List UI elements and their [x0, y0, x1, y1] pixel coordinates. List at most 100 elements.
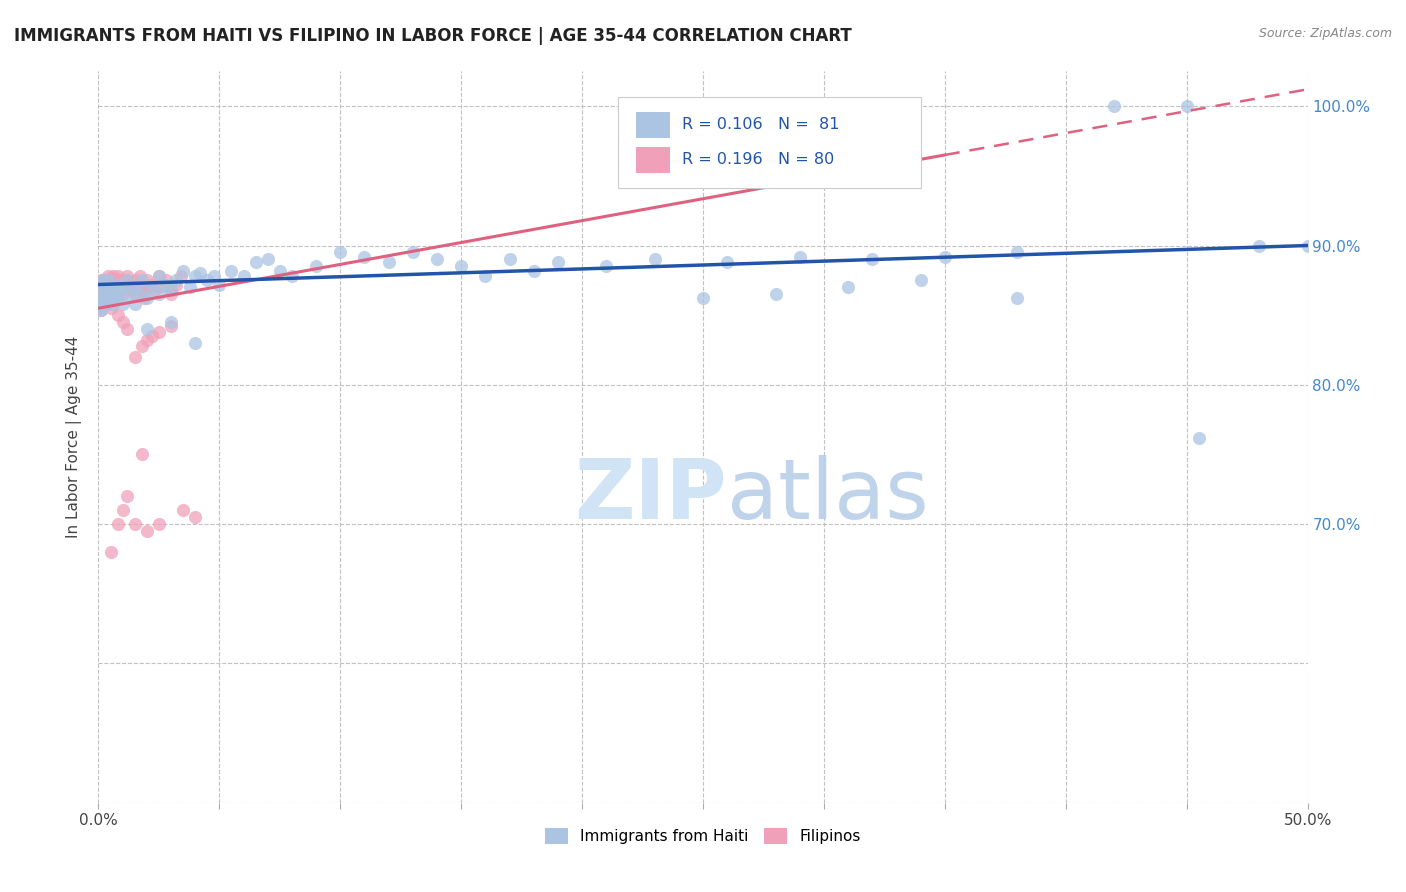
- Point: [97, 287, 120, 301]
- Point: [118, 287, 141, 301]
- Point: [716, 255, 738, 269]
- Point: [789, 250, 811, 264]
- Legend: Immigrants from Haiti, Filipinos: Immigrants from Haiti, Filipinos: [540, 822, 866, 850]
- Point: [131, 448, 153, 462]
- Point: [188, 266, 211, 280]
- Point: [101, 280, 124, 294]
- Point: [90, 283, 112, 297]
- Point: [131, 273, 153, 287]
- Point: [184, 510, 207, 524]
- Point: [134, 292, 156, 306]
- Point: [128, 287, 150, 301]
- Point: [104, 273, 127, 287]
- Point: [1007, 245, 1029, 260]
- Point: [148, 517, 170, 532]
- Point: [377, 255, 399, 269]
- Point: [100, 294, 122, 309]
- Point: [245, 255, 267, 269]
- Point: [94, 273, 117, 287]
- Point: [108, 283, 131, 297]
- Point: [128, 269, 150, 284]
- Point: [90, 292, 112, 306]
- FancyBboxPatch shape: [637, 112, 671, 138]
- Point: [135, 273, 157, 287]
- Point: [104, 292, 127, 306]
- Point: [232, 269, 254, 284]
- Point: [117, 273, 139, 287]
- Text: atlas: atlas: [727, 455, 929, 536]
- Point: [141, 329, 163, 343]
- Point: [148, 287, 170, 301]
- Point: [107, 269, 129, 284]
- Point: [104, 283, 127, 297]
- Point: [117, 322, 139, 336]
- Point: [97, 277, 120, 292]
- Point: [148, 269, 170, 284]
- FancyBboxPatch shape: [619, 97, 921, 188]
- Point: [90, 280, 112, 294]
- Point: [474, 269, 496, 284]
- Point: [91, 283, 114, 297]
- Text: R = 0.196   N = 80: R = 0.196 N = 80: [682, 153, 835, 168]
- Point: [644, 252, 666, 267]
- Point: [101, 297, 124, 311]
- Point: [1007, 292, 1029, 306]
- Point: [108, 283, 131, 297]
- Point: [1188, 431, 1211, 445]
- Point: [107, 277, 129, 292]
- Point: [1175, 99, 1198, 113]
- Point: [135, 292, 157, 306]
- Point: [148, 280, 170, 294]
- Point: [1249, 238, 1271, 252]
- Point: [94, 287, 117, 301]
- Point: [353, 250, 375, 264]
- Y-axis label: In Labor Force | Age 35-44: In Labor Force | Age 35-44: [66, 336, 83, 538]
- Point: [100, 292, 122, 306]
- Point: [94, 297, 117, 311]
- Point: [94, 297, 117, 311]
- Point: [90, 277, 112, 292]
- Point: [426, 252, 449, 267]
- Point: [143, 283, 166, 297]
- Point: [91, 292, 114, 306]
- Point: [204, 269, 226, 284]
- Point: [91, 273, 114, 287]
- Point: [160, 287, 183, 301]
- Point: [91, 283, 114, 297]
- Point: [172, 263, 194, 277]
- Point: [127, 277, 149, 292]
- Point: [114, 277, 136, 292]
- Point: [595, 260, 617, 274]
- Point: [107, 280, 129, 294]
- Point: [329, 245, 352, 260]
- Point: [100, 545, 122, 559]
- Point: [910, 273, 932, 287]
- Point: [107, 517, 129, 532]
- Point: [135, 322, 157, 336]
- Point: [221, 263, 243, 277]
- Point: [91, 280, 114, 294]
- Point: [124, 297, 146, 311]
- Text: R = 0.106   N =  81: R = 0.106 N = 81: [682, 117, 839, 132]
- Point: [94, 280, 117, 294]
- Point: [402, 245, 425, 260]
- Point: [100, 273, 122, 287]
- Point: [90, 294, 112, 309]
- Point: [523, 263, 546, 277]
- Point: [100, 283, 122, 297]
- Point: [148, 325, 170, 339]
- Point: [131, 283, 153, 297]
- Point: [131, 280, 153, 294]
- Point: [169, 269, 191, 284]
- Point: [94, 292, 117, 306]
- FancyBboxPatch shape: [637, 146, 671, 173]
- Point: [111, 287, 134, 301]
- Point: [121, 283, 143, 297]
- Point: [90, 297, 112, 311]
- Point: [111, 315, 134, 329]
- Point: [305, 260, 328, 274]
- Text: ZIP: ZIP: [575, 455, 727, 536]
- Point: [124, 273, 146, 287]
- Point: [165, 277, 187, 292]
- Point: [148, 269, 170, 284]
